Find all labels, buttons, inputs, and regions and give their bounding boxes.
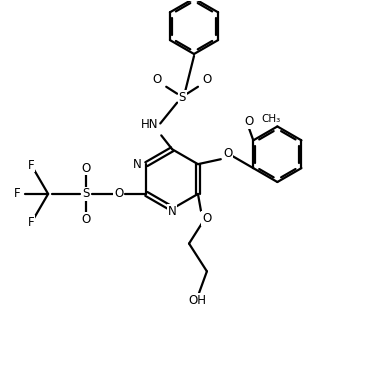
- Text: HN: HN: [141, 118, 158, 131]
- Text: N: N: [168, 205, 176, 218]
- Text: S: S: [178, 91, 186, 104]
- Text: OH: OH: [188, 293, 206, 307]
- Text: O: O: [245, 115, 254, 128]
- Text: O: O: [202, 212, 212, 225]
- Text: F: F: [28, 159, 34, 172]
- Text: F: F: [28, 216, 34, 229]
- Text: S: S: [82, 187, 89, 200]
- Text: O: O: [223, 147, 232, 160]
- Text: O: O: [81, 162, 91, 175]
- Text: CH₃: CH₃: [261, 114, 281, 124]
- Text: O: O: [202, 73, 212, 86]
- Text: O: O: [81, 213, 91, 226]
- Text: N: N: [132, 158, 142, 171]
- Text: O: O: [152, 73, 162, 86]
- Text: F: F: [14, 187, 21, 200]
- Text: O: O: [114, 187, 123, 200]
